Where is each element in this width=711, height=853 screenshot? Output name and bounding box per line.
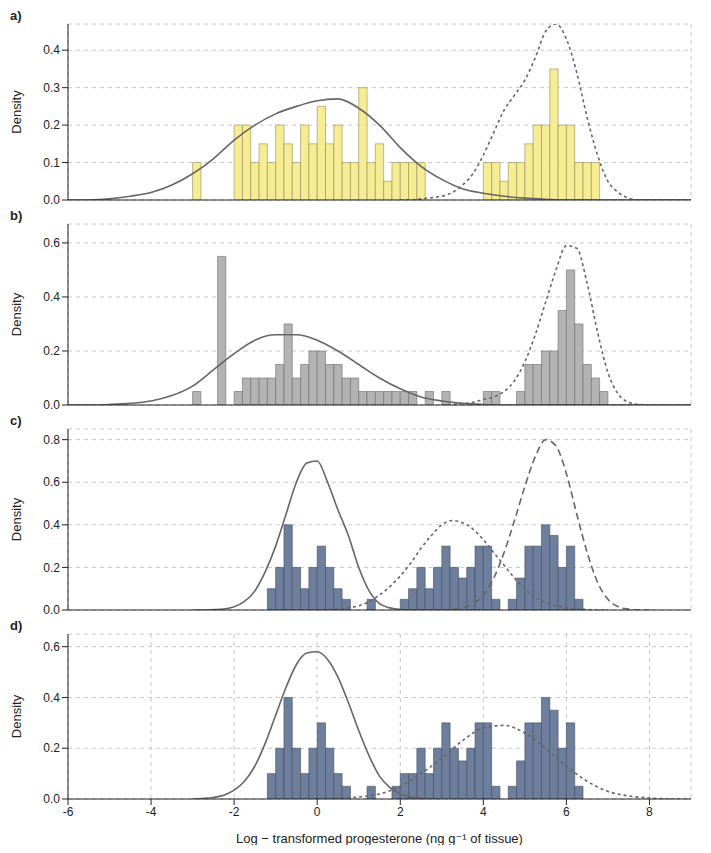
- html-text:a): a): [10, 8, 22, 23]
- svg-text:2: 2: [397, 805, 404, 819]
- svg-text:-6: -6: [63, 805, 74, 819]
- svg-text:0.0: 0.0: [43, 792, 60, 806]
- svg-text:0.1: 0.1: [43, 156, 60, 170]
- svg-text:0.6: 0.6: [43, 475, 60, 489]
- svg-text:0.4: 0.4: [43, 290, 60, 304]
- svg-text:Density: Density: [9, 694, 24, 738]
- svg-text:0.2: 0.2: [43, 741, 60, 755]
- svg-text:0.8: 0.8: [43, 433, 60, 447]
- svg-text:8: 8: [646, 805, 653, 819]
- html-text:d): d): [10, 618, 23, 633]
- svg-text:0.0: 0.0: [43, 603, 60, 617]
- svg-text:0.3: 0.3: [43, 81, 60, 95]
- svg-text:0.6: 0.6: [43, 236, 60, 250]
- svg-text:0.0: 0.0: [43, 398, 60, 412]
- svg-text:0.2: 0.2: [43, 344, 60, 358]
- svg-text:0.2: 0.2: [43, 118, 60, 132]
- svg-text:4: 4: [480, 805, 487, 819]
- svg-text:Density: Density: [9, 497, 24, 541]
- svg-text:6: 6: [563, 805, 570, 819]
- svg-text:0.4: 0.4: [43, 518, 60, 532]
- svg-text:0.4: 0.4: [43, 43, 60, 57]
- html-text:c): c): [10, 413, 22, 428]
- svg-text:0: 0: [314, 805, 321, 819]
- svg-text:-2: -2: [229, 805, 240, 819]
- svg-text:Density: Density: [9, 90, 24, 134]
- html-text:b): b): [10, 208, 23, 223]
- svg-text:Log − transformed progesterone: Log − transformed progesterone (ng g⁻¹ o…: [236, 831, 523, 845]
- svg-text:0.0: 0.0: [43, 193, 60, 207]
- svg-text:0.6: 0.6: [43, 640, 60, 654]
- svg-text:0.4: 0.4: [43, 691, 60, 705]
- svg-text:Density: Density: [9, 292, 24, 336]
- svg-text:-4: -4: [146, 805, 157, 819]
- svg-text:0.2: 0.2: [43, 561, 60, 575]
